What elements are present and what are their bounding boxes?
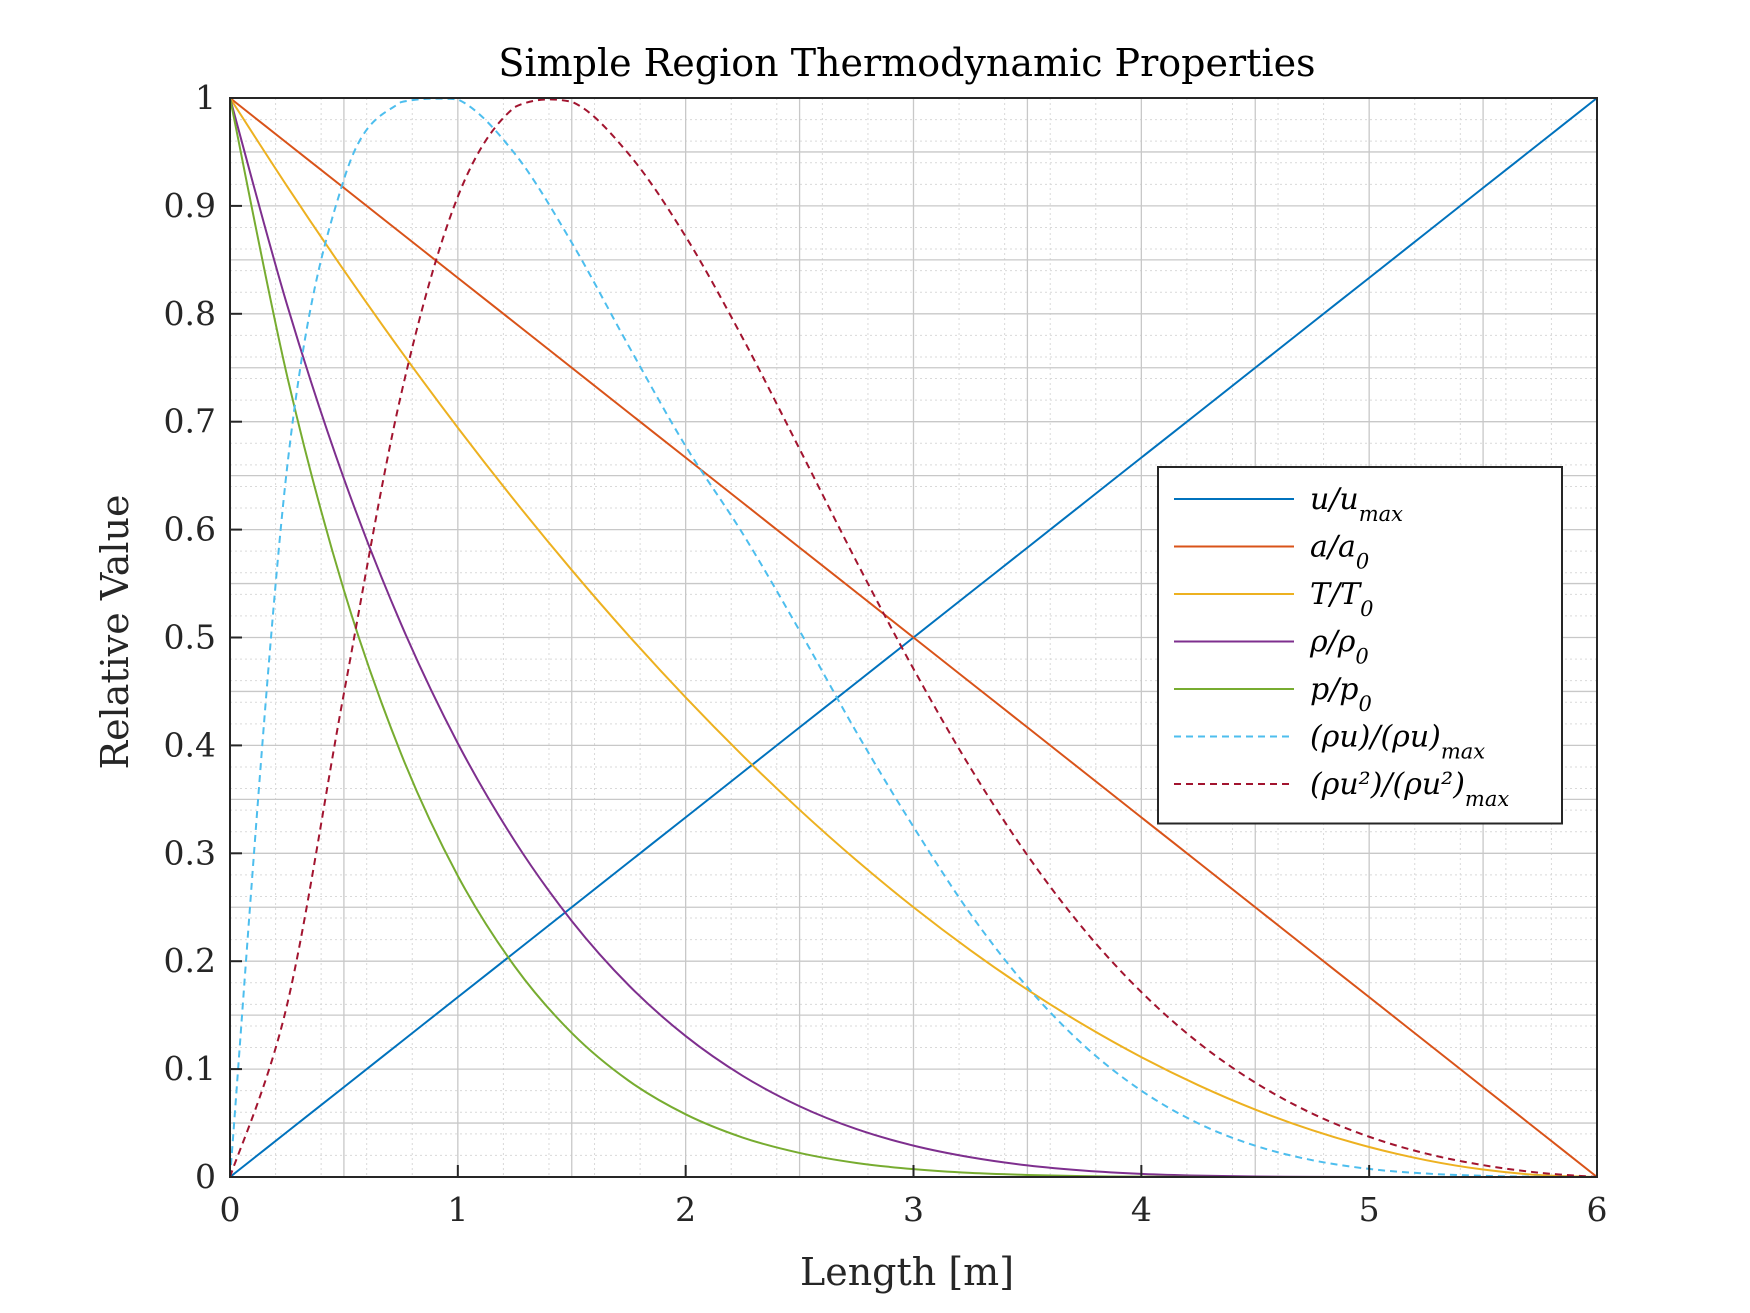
legend-label-T: T/T0 [1310, 577, 1374, 621]
legend-label-subscript: 0 [1359, 692, 1372, 716]
y-tick-label: 0.9 [164, 186, 216, 225]
legend-label-subscript: max [1359, 502, 1403, 526]
x-tick-label: 4 [1131, 1190, 1152, 1229]
y-tick-label: 0.8 [164, 294, 216, 333]
x-tick-label: 2 [675, 1190, 696, 1229]
legend-label-main: u/u [1310, 482, 1359, 517]
y-tick-label: 0 [195, 1157, 216, 1196]
legend-label-rho: ρ/ρ0 [1309, 625, 1369, 669]
x-tick-label: 5 [1359, 1190, 1380, 1229]
x-axis: 0 1 2 3 4 5 6 [220, 1165, 1608, 1229]
x-tick-label: 0 [220, 1190, 241, 1229]
legend-label-u: u/umax [1310, 482, 1403, 526]
y-tick-label: 0.4 [164, 725, 216, 764]
x-tick-label: 3 [903, 1190, 924, 1229]
x-tick-label: 1 [447, 1190, 468, 1229]
legend-label-subscript: 0 [1360, 597, 1373, 621]
legend-label-main: a/a [1310, 530, 1356, 565]
y-tick-label: 0.5 [164, 618, 216, 657]
series-line-T [229, 97, 1598, 1178]
series-line-rhou2 [229, 98, 1598, 1178]
y-tick-label: 0.3 [164, 833, 216, 872]
y-tick-label: 0.7 [164, 402, 216, 441]
legend-label-main: ρ/ρ [1309, 625, 1356, 660]
legend-box [1157, 466, 1563, 825]
legend-label-subscript: max [1465, 787, 1509, 811]
y-axis: 0 0.1 0.2 0.3 0.4 0.5 0.6 0.7 0.8 0.9 1 [164, 78, 242, 1196]
x-axis-title: Length [m] [800, 1250, 1014, 1294]
y-tick-label: 1 [195, 78, 216, 117]
legend-label-subscript: 0 [1355, 645, 1368, 669]
legend-label-main: p/p [1310, 672, 1359, 707]
legend-label-subscript: 0 [1356, 550, 1369, 574]
y-tick-label: 0.2 [164, 941, 216, 980]
y-tick-label: 0.6 [164, 510, 216, 549]
legend-label-main: (ρu²)/(ρu²) [1310, 767, 1465, 802]
legend-label-main: T/T [1310, 577, 1362, 612]
legend-label-a: a/a0 [1310, 530, 1369, 574]
legend-label-main: (ρu)/(ρu) [1310, 720, 1441, 755]
y-tick-label: 0.1 [164, 1049, 216, 1088]
chart-title: Simple Region Thermodynamic Properties [498, 41, 1315, 85]
series-line-rhou [229, 97, 1598, 1178]
legend-label-rhou: (ρu)/(ρu)max [1310, 720, 1485, 764]
series-line-a [229, 97, 1598, 1178]
legend-label-p: p/p0 [1310, 672, 1372, 716]
x-tick-label: 6 [1587, 1190, 1608, 1229]
legend: u/umaxa/a0T/T0ρ/ρ0p/p0(ρu)/(ρu)max(ρu²)/… [1157, 466, 1563, 825]
y-axis-title: Relative Value [93, 494, 137, 769]
legend-label-rhou2: (ρu²)/(ρu²)max [1310, 767, 1509, 811]
legend-label-subscript: max [1441, 740, 1485, 764]
